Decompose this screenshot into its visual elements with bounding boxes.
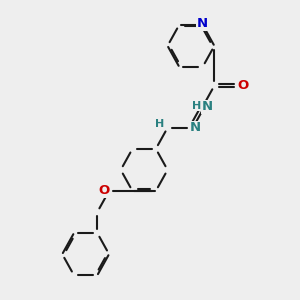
Text: O: O [237,79,248,92]
Text: O: O [98,184,110,197]
Text: N: N [190,121,201,134]
Text: H: H [155,119,164,129]
Text: N: N [197,17,208,30]
Text: H: H [192,100,201,110]
Text: N: N [201,100,212,113]
